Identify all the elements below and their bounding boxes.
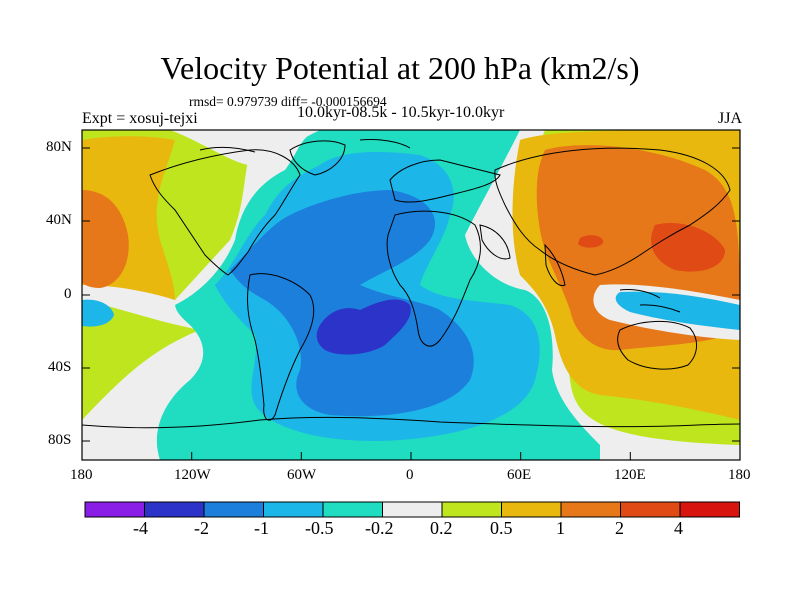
xtick-label-120w: 120W [174,467,211,483]
axis-ticks [81,147,741,460]
field-eastpac-pos-1 [82,190,129,288]
xtick-label-180w: 180 [70,467,93,483]
ytick-label-80s: 80S [48,432,72,448]
xtick-label-0: 0 [406,467,414,483]
colorbar-label-9: 4 [674,518,683,538]
field-pos-2b [578,235,604,248]
coast-arctic-islands [199,139,411,153]
colorbar-label-7: 1 [556,518,565,538]
colorbar-label-4: -0.2 [365,518,394,538]
coast-australia [617,320,697,370]
field-neg-2 [316,299,411,355]
coast-greenland [289,140,346,176]
ytick-label-40n: 40N [46,212,72,228]
ytick-label-0: 0 [64,286,72,302]
field-pos-2a [651,222,725,272]
coast-north-america [149,149,301,276]
xtick-label-60e: 60E [507,467,532,483]
colorbar-swatch-2 [203,501,264,518]
rmsd-diff-stats: rmsd= 0.979739 diff= -0.000156694 [189,94,387,109]
field-arctic [170,130,320,166]
colorbar-label-8: 2 [615,518,624,538]
coast-asia [494,147,731,276]
colorbar-swatch-9 [620,501,681,518]
colorbar-swatch-6 [441,501,502,518]
colorbar-swatch-8 [560,501,621,518]
colorbar-label-0: -4 [133,518,148,538]
colorbar-label-2: -1 [254,518,269,538]
field-neg-1 [230,190,474,417]
period-label: 10.0kyr-08.5k - 10.5kyr-10.0kyr [297,104,505,121]
field-west-neg [82,299,114,327]
ytick-label-40s: 40S [48,359,72,375]
colorbar-swatch-10 [679,501,740,518]
colorbar-swatch-7 [501,501,562,518]
colorbar-swatch-3 [263,501,324,518]
colorbar-swatch-5 [382,501,443,518]
colorbar-label-3: -0.5 [305,518,334,538]
colorbar-label-6: 0.5 [490,518,513,538]
xtick-label-180e: 180 [728,467,751,483]
xtick-label-60w: 60W [287,467,317,483]
coast-south-america [247,273,315,421]
coast-africa [386,210,481,347]
colorbar-label-5: 0.2 [430,518,453,538]
colorbar-swatch-1 [144,501,205,518]
experiment-label: Expt = xosuj-tejxi [82,110,198,127]
coast-antarctica [82,416,740,429]
velocity-potential-field [82,130,740,460]
colorbar-label-1: -2 [194,518,209,538]
colorbar [84,501,740,518]
coast-maritime [619,289,681,313]
coast-arabia [479,224,511,260]
coast-europe [389,159,501,203]
season-label: JJA [717,110,742,127]
map-title: Velocity Potential at 200 hPa (km2/s) [160,50,640,86]
colorbar-swatch-0 [84,501,145,518]
xtick-label-120e: 120E [614,467,646,483]
colorbar-swatch-4 [322,501,383,518]
ytick-label-80n: 80N [46,139,72,155]
coastlines [82,139,740,429]
coast-india [544,243,566,287]
